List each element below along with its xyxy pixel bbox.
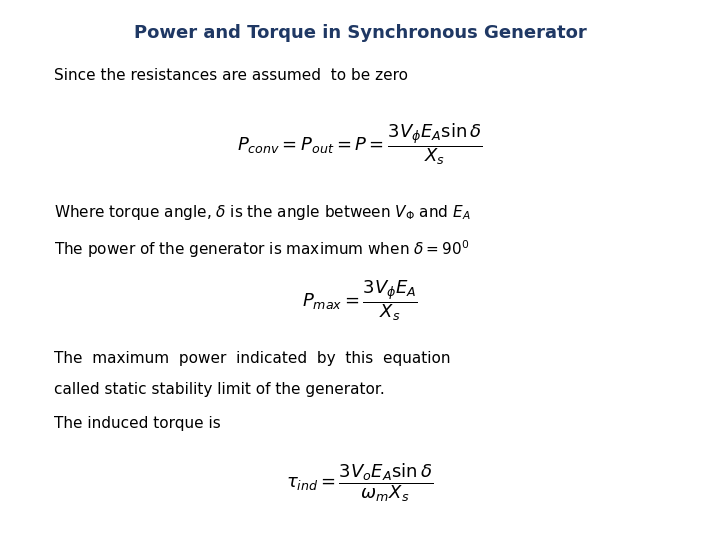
Text: The  maximum  power  indicated  by  this  equation: The maximum power indicated by this equa… <box>54 351 451 366</box>
Text: $P_{conv} = P_{out} = P = \dfrac{3V_{\phi}E_A \sin\delta}{X_s}$: $P_{conv} = P_{out} = P = \dfrac{3V_{\ph… <box>238 122 482 167</box>
Text: The power of the generator is maximum when $\delta = 90^0$: The power of the generator is maximum wh… <box>54 239 469 260</box>
Text: $\tau_{ind} = \dfrac{3V_{o}E_A \sin\delta}{\omega_m X_s}$: $\tau_{ind} = \dfrac{3V_{o}E_A \sin\delt… <box>287 462 433 504</box>
Text: The induced torque is: The induced torque is <box>54 416 221 431</box>
Text: called static stability limit of the generator.: called static stability limit of the gen… <box>54 382 384 397</box>
Text: Since the resistances are assumed  to be zero: Since the resistances are assumed to be … <box>54 68 408 83</box>
Text: $P_{max} = \dfrac{3V_{\phi}E_A}{X_s}$: $P_{max} = \dfrac{3V_{\phi}E_A}{X_s}$ <box>302 278 418 322</box>
Text: Power and Torque in Synchronous Generator: Power and Torque in Synchronous Generato… <box>134 24 586 42</box>
Text: Where torque angle, $\delta$ is the angle between $V_{\Phi}$ and $E_A$: Where torque angle, $\delta$ is the angl… <box>54 202 471 221</box>
